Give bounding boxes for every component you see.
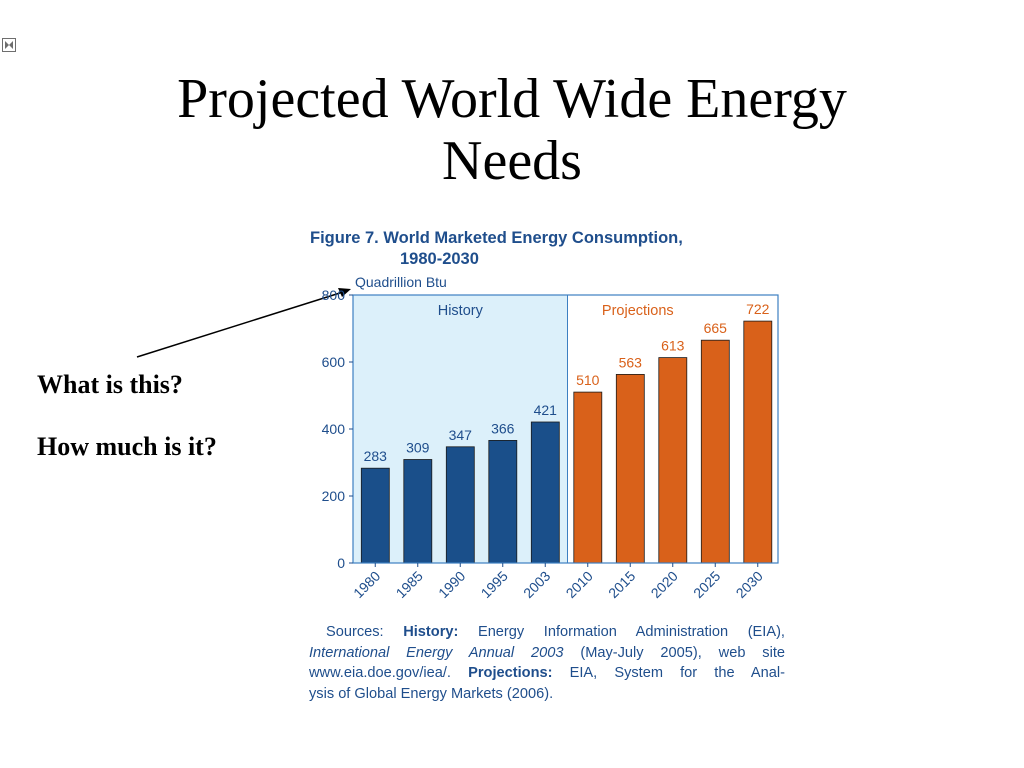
bar-1985 xyxy=(403,459,433,564)
bar-value-label-2030: 722 xyxy=(746,301,770,317)
y-tick-label-0: 0 xyxy=(337,555,345,571)
question-how-much: How much is it? xyxy=(37,432,217,461)
bar-2020 xyxy=(658,357,688,564)
bar-2010 xyxy=(573,391,603,564)
bar-1980 xyxy=(360,467,390,564)
figure-title-line-2: 1980-2030 xyxy=(400,250,479,268)
slide-title-line-2: Needs xyxy=(442,130,582,192)
sources-projections-text: EIA, System for the Anal- xyxy=(552,665,785,681)
sources-line-2: International Energy Annual 2003 (May-Ju… xyxy=(309,643,785,664)
sources-prefix: Sources: xyxy=(326,624,404,640)
sources-publication-title: International Energy Annual 2003 xyxy=(309,644,564,661)
sources-history-label: History: xyxy=(403,624,459,640)
broken-image-icon xyxy=(2,38,16,52)
sources-publication-date: (May-July 2005), web site xyxy=(563,644,785,661)
region-label-history: History xyxy=(438,303,484,319)
sources-line-1: Sources: History: Energy Information Adm… xyxy=(309,622,785,643)
y-tick-label-600: 600 xyxy=(322,354,346,370)
x-tick-label-1985: 1985 xyxy=(393,568,426,601)
y-tick-label-400: 400 xyxy=(322,421,346,437)
bar-1990 xyxy=(445,446,475,564)
y-tick-label-800: 800 xyxy=(322,287,346,303)
sources-website: www.eia.doe.gov/iea/. xyxy=(309,665,469,681)
bar-1995 xyxy=(488,439,518,564)
bar-value-label-2025: 665 xyxy=(704,320,728,336)
bar-value-label-1980: 283 xyxy=(364,448,388,464)
bar-value-label-1990: 347 xyxy=(449,427,473,443)
x-tick-label-2020: 2020 xyxy=(648,568,681,601)
bar-value-label-2015: 563 xyxy=(619,354,643,370)
bar-2015 xyxy=(615,373,645,564)
bar-value-label-2010: 510 xyxy=(576,372,600,388)
question-what-is-this: What is this? xyxy=(37,370,183,399)
bar-value-label-2003: 421 xyxy=(534,402,558,418)
bar-2030 xyxy=(743,320,773,564)
bar-2025 xyxy=(700,339,730,564)
x-tick-label-2010: 2010 xyxy=(563,568,596,601)
x-tick-label-2003: 2003 xyxy=(520,568,553,601)
figure-title: Figure 7. World Marketed Energy Consumpt… xyxy=(310,228,790,270)
y-axis-label: Quadrillion Btu xyxy=(355,274,447,290)
x-tick-label-1980: 1980 xyxy=(350,568,383,601)
x-tick-label-2030: 2030 xyxy=(733,568,766,601)
y-tick-label-200: 200 xyxy=(322,488,346,504)
sources-line-4: ysis of Global Energy Markets (2006). xyxy=(309,685,554,702)
sources-history-text: Energy Information Administration (EIA), xyxy=(458,624,785,640)
bar-value-label-1985: 309 xyxy=(406,440,430,456)
bar-value-label-1995: 366 xyxy=(491,420,515,436)
region-label-projections: Projections xyxy=(602,303,674,319)
x-tick-label-2025: 2025 xyxy=(690,568,723,601)
sources-projections-label: Projections: xyxy=(468,665,553,681)
slide-title-line-1: Projected World Wide Energy xyxy=(177,68,847,130)
slide-title: Projected World Wide Energy Needs xyxy=(0,68,1024,192)
figure-sources: Sources: History: Energy Information Adm… xyxy=(309,622,785,704)
sources-line-3: www.eia.doe.gov/iea/. Projections: EIA, … xyxy=(309,663,785,684)
x-tick-label-1995: 1995 xyxy=(478,568,511,601)
x-tick-label-1990: 1990 xyxy=(435,568,468,601)
bar-2003 xyxy=(530,421,560,564)
figure-title-line-1: Figure 7. World Marketed Energy Consumpt… xyxy=(310,229,683,247)
bar-value-label-2020: 613 xyxy=(661,338,685,354)
x-tick-label-2015: 2015 xyxy=(605,568,638,601)
